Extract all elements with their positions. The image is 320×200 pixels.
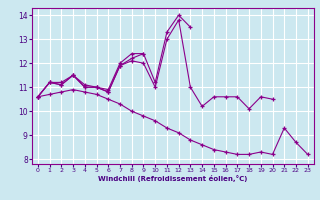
X-axis label: Windchill (Refroidissement éolien,°C): Windchill (Refroidissement éolien,°C) (98, 175, 247, 182)
